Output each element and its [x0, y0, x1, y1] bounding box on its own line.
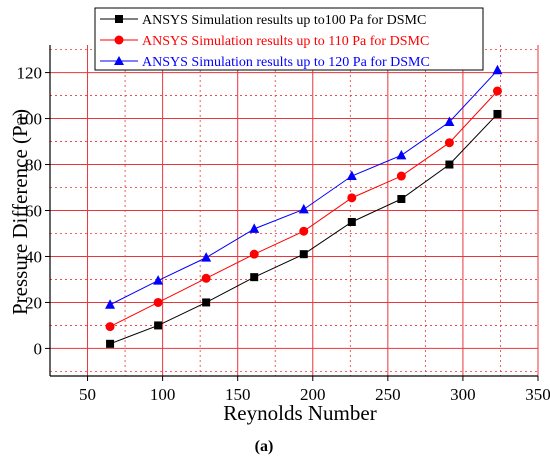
- legend-entry-1: ANSYS Simulation results up to100 Pa for…: [100, 13, 426, 28]
- data-point-square: [445, 160, 454, 169]
- data-point-circle: [396, 171, 406, 181]
- data-point-triangle: [105, 299, 116, 309]
- data-point-triangle: [201, 252, 212, 262]
- data-point-circle: [299, 226, 309, 236]
- series-layer: [105, 64, 503, 348]
- y-tick-label: 0: [34, 339, 43, 358]
- axes: 50 100 150 200 250 300 350 0 20 40 60 80 100 120: [17, 45, 550, 404]
- data-point-circle: [444, 138, 454, 148]
- data-point-circle: [153, 297, 163, 307]
- data-point-circle: [249, 249, 259, 259]
- x-tick-label: 250: [375, 385, 401, 404]
- data-point-triangle: [153, 275, 164, 285]
- data-point-circle: [201, 273, 211, 283]
- data-point-triangle: [346, 170, 357, 181]
- data-point-square: [347, 217, 356, 226]
- x-tick-label: 100: [150, 385, 176, 404]
- x-tick-label: 300: [450, 385, 476, 404]
- data-point-triangle: [249, 223, 260, 233]
- y-tick-label: 60: [25, 202, 42, 221]
- data-point-square: [299, 250, 308, 259]
- data-point-circle: [492, 86, 502, 96]
- y-tick-label: 120: [17, 64, 43, 83]
- data-point-circle: [347, 193, 357, 203]
- data-point-square: [493, 109, 502, 118]
- data-point-triangle: [298, 203, 309, 214]
- y-axis-title: Pressure Difference (Pa): [8, 109, 32, 315]
- legend-box: [94, 7, 484, 71]
- figure-caption: (a): [255, 438, 274, 455]
- data-point-square: [106, 339, 115, 348]
- x-axis-title: Reynolds Number: [223, 401, 376, 425]
- y-tick-label: 80: [25, 156, 42, 175]
- data-point-square: [154, 321, 163, 330]
- data-point-triangle: [444, 116, 455, 127]
- legend: ANSYS Simulation results up to100 Pa for…: [94, 7, 484, 71]
- legend-label-3: ANSYS Simulation results up to 120 Pa fo…: [142, 55, 430, 70]
- x-tick-label: 50: [79, 385, 96, 404]
- legend-entry-3: ANSYS Simulation results up to 120 Pa fo…: [100, 55, 430, 70]
- data-point-square: [202, 298, 211, 307]
- x-tick-label: 350: [525, 385, 550, 404]
- legend-entry-2: ANSYS Simulation results up to 110 Pa fo…: [100, 34, 429, 49]
- data-point-circle: [105, 322, 115, 332]
- grid-lines: [50, 45, 539, 376]
- y-tick-label: 100: [17, 110, 43, 129]
- legend-label-1: ANSYS Simulation results up to100 Pa for…: [142, 13, 426, 28]
- data-point-triangle: [396, 149, 407, 160]
- series-line-3: [109, 69, 498, 306]
- x-tick-label: 150: [225, 385, 251, 404]
- data-point-triangle: [492, 64, 503, 75]
- y-tick-label: 40: [25, 247, 42, 266]
- x-tick-label: 200: [300, 385, 326, 404]
- y-tick-label: 20: [25, 293, 42, 312]
- data-point-square: [397, 195, 406, 204]
- data-point-square: [250, 273, 259, 282]
- legend-label-2: ANSYS Simulation results up to 110 Pa fo…: [142, 34, 429, 49]
